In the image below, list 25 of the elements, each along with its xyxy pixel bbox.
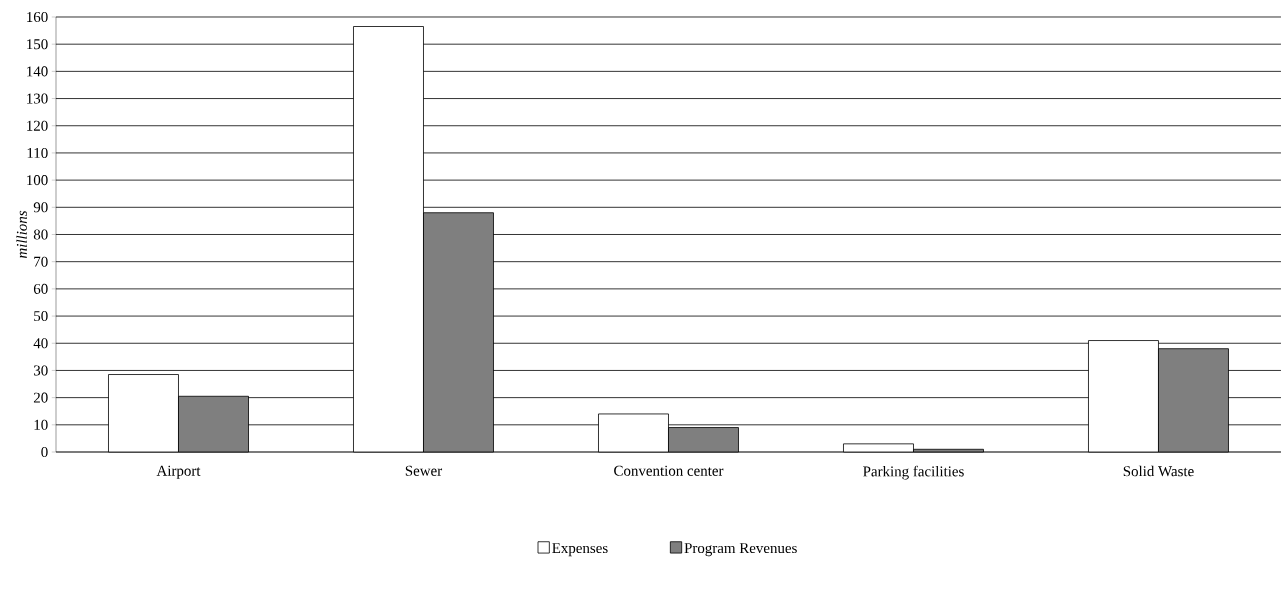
y-tick-label: 10 — [34, 419, 48, 430]
y-tick-label: 80 — [33, 229, 48, 240]
y-tick-label: 130 — [27, 93, 48, 104]
y-tick-label: 40 — [33, 338, 48, 349]
y-tick-label: 150 — [27, 39, 48, 50]
x-tick-label: Convention center — [614, 465, 724, 476]
x-tick-label: Parking facilities — [863, 465, 964, 480]
y-tick-label: 50 — [34, 311, 48, 322]
y-tick-label: 100 — [27, 175, 48, 186]
y-tick-label: 90 — [33, 202, 48, 213]
y-tick-label: 30 — [34, 365, 48, 376]
x-tick-label: Airport — [156, 465, 201, 479]
y-tick-label: 140 — [27, 66, 48, 77]
y-axis-title: millions — [16, 210, 27, 259]
y-tick-label: 60 — [33, 283, 48, 294]
y-tick-label: 160 — [27, 11, 48, 23]
y-tick-label: 110 — [27, 147, 48, 158]
y-tick-label: 0 — [41, 446, 48, 458]
y-tick-label: 120 — [27, 120, 48, 131]
x-tick-label: Sewer — [405, 465, 443, 476]
legend-label: Expenses — [552, 543, 608, 557]
y-tick-label: 70 — [34, 256, 48, 267]
y-tick-label: 20 — [33, 392, 48, 403]
x-tick-label: Solid Waste — [1123, 465, 1194, 477]
legend-label: Program Revenues — [684, 543, 797, 557]
